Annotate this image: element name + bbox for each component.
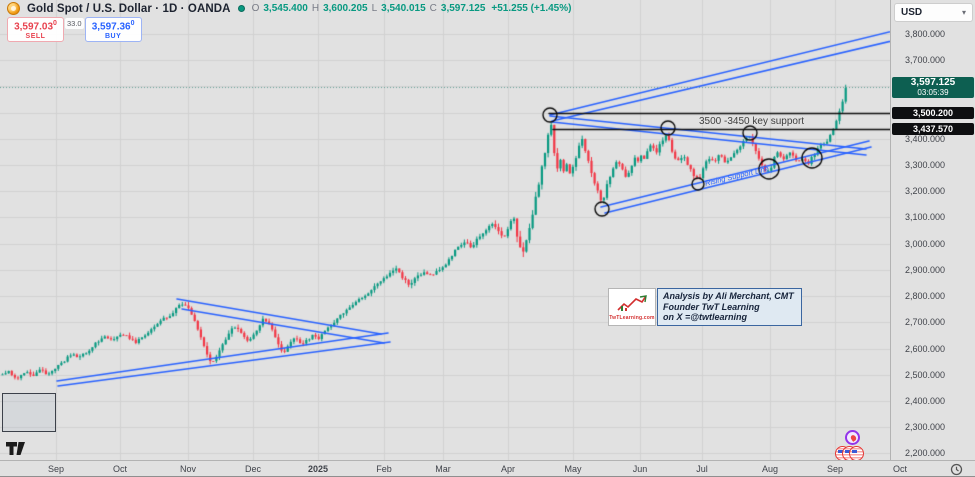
time-tick-label: Mar bbox=[435, 464, 451, 474]
chevron-down-icon: ▾ bbox=[961, 8, 966, 17]
price-tick-label: 3,000.000 bbox=[905, 239, 946, 249]
celebration-sticker-icon[interactable] bbox=[845, 430, 860, 445]
timezone-clock-icon[interactable] bbox=[950, 463, 963, 476]
current-price-badge: 3,597.125 03:05:39 bbox=[892, 77, 974, 98]
level-badge-3500: 3,500.200 bbox=[892, 107, 974, 119]
change-value: +51.255 (+1.45%) bbox=[491, 3, 572, 14]
time-tick-label: Nov bbox=[179, 464, 196, 474]
rectangle-drawing[interactable] bbox=[2, 393, 56, 432]
logo-chart-icon bbox=[617, 294, 647, 311]
level-badge-3437: 3,437.570 bbox=[892, 123, 974, 135]
low-label: L bbox=[371, 3, 378, 14]
sell-price-sup: 0 bbox=[53, 20, 57, 28]
gold-coin-icon bbox=[7, 2, 20, 15]
close-label: C bbox=[429, 3, 437, 14]
spread-value: 33.0 bbox=[65, 18, 84, 29]
price-tick-label: 2,300.000 bbox=[905, 422, 946, 432]
price-tick-label: 2,900.000 bbox=[905, 265, 946, 275]
price-tick-label: 2,700.000 bbox=[905, 317, 946, 327]
price-tick-label: 2,200.000 bbox=[905, 448, 946, 458]
symbol-legend: Gold Spot / U.S. Dollar · 1D · OANDA O 3,… bbox=[7, 2, 571, 15]
time-tick-label: Jun bbox=[632, 464, 648, 474]
analysis-note[interactable]: Analysis by Ali Merchant, CMT Founder Tw… bbox=[657, 288, 802, 326]
price-tick-label: 3,300.000 bbox=[905, 160, 946, 170]
price-tick-label: 3,400.000 bbox=[905, 134, 946, 144]
sell-price: 3,597.03 bbox=[14, 21, 54, 33]
time-tick-label: Dec bbox=[244, 464, 261, 474]
close-value: 3,597.125 bbox=[440, 3, 486, 14]
price-tick-label: 2,600.000 bbox=[905, 344, 946, 354]
price-tick-label: 3,800.000 bbox=[905, 29, 946, 39]
price-chart-canvas[interactable] bbox=[0, 0, 890, 460]
time-tick-label: Aug bbox=[761, 464, 778, 474]
time-tick-label: Apr bbox=[500, 464, 515, 474]
time-scale[interactable]: Sep Oct Nov Dec 2025 Feb Mar Apr May Jun Jul Aug Sep… bbox=[0, 460, 975, 476]
high-value: 3,600.205 bbox=[323, 3, 368, 14]
analysis-line-2: Founder TwT Learning bbox=[663, 301, 760, 312]
time-tick-label: Oct bbox=[892, 464, 907, 474]
open-label: O bbox=[251, 3, 260, 14]
key-support-label[interactable]: 3500 -3450 key support bbox=[699, 116, 805, 127]
time-tick-label: Jul bbox=[696, 464, 708, 474]
market-status-icon bbox=[237, 5, 245, 12]
price-tick-label: 2,500.000 bbox=[905, 370, 946, 380]
price-tick-label: 3,200.000 bbox=[905, 186, 946, 196]
current-price: 3,597.125 bbox=[910, 77, 956, 88]
usd-button[interactable]: USD ▾ bbox=[894, 3, 973, 22]
time-tick-label: Oct bbox=[112, 464, 127, 474]
sell-button[interactable]: 3,597.030 SELL bbox=[7, 17, 64, 42]
time-tick-label: May bbox=[564, 464, 582, 474]
low-value: 3,540.015 bbox=[381, 3, 426, 14]
symbol-title[interactable]: Gold Spot / U.S. Dollar · 1D · OANDA bbox=[27, 2, 231, 15]
buy-price-sup: 0 bbox=[130, 20, 135, 28]
time-tick-label: 2025 bbox=[307, 464, 329, 474]
tradingview-logo[interactable] bbox=[6, 442, 26, 456]
buy-button[interactable]: 3,597.360 BUY bbox=[84, 17, 142, 42]
price-tick-label: 3,700.000 bbox=[905, 55, 946, 65]
trade-widget: 3,597.030 SELL 33.0 3,597.360 BUY bbox=[7, 17, 142, 42]
ohlc-readout: O 3,545.400 H 3,600.205 L 3,540.015 C 3,597.… bbox=[252, 3, 572, 14]
sell-label: SELL bbox=[25, 32, 46, 40]
time-tick-label: Feb bbox=[376, 464, 392, 474]
analysis-line-1: Analysis by Ali Merchant, CMT bbox=[663, 291, 794, 301]
time-tick-label: Sep bbox=[826, 464, 843, 474]
price-tick-label: 3,100.000 bbox=[905, 212, 946, 222]
buy-label: BUY bbox=[104, 32, 122, 40]
twt-learning-logo: TwTLearning.com bbox=[608, 288, 656, 326]
time-tick-label: Sep bbox=[47, 464, 64, 474]
analysis-line-3: on X =@twtlearning bbox=[663, 312, 748, 322]
buy-price: 3,597.36 bbox=[91, 21, 131, 33]
price-scale[interactable]: USD ▾ 3,800.000 3,700.000 3,400.000 3,300.0… bbox=[890, 0, 975, 460]
price-tick-label: 2,800.000 bbox=[905, 291, 946, 301]
emoji-stack-sticker-icon[interactable] bbox=[835, 446, 864, 461]
high-label: H bbox=[311, 3, 320, 14]
open-value: 3,545.400 bbox=[263, 3, 308, 14]
bar-countdown: 03:05:39 bbox=[917, 88, 949, 97]
price-tick-label: 2,400.000 bbox=[905, 396, 946, 406]
logo-text: TwTLearning.com bbox=[609, 314, 655, 321]
analysis-annotation[interactable]: TwTLearning.com Analysis by Ali Merchant… bbox=[608, 288, 802, 326]
currency-label: USD bbox=[901, 7, 923, 18]
